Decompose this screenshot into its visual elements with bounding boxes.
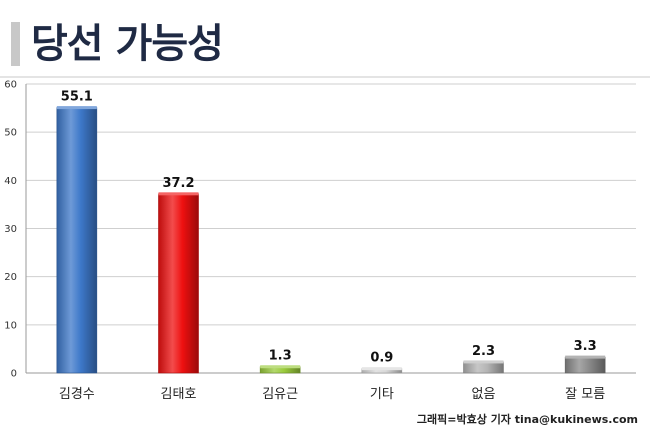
x-tick-label: 김태호 xyxy=(161,387,197,402)
y-tick-label: 10 xyxy=(4,320,17,331)
title-accent-bar xyxy=(11,22,20,66)
y-tick-label: 40 xyxy=(4,176,17,187)
y-tick-label: 20 xyxy=(4,272,17,283)
x-tick-label: 기타 xyxy=(370,387,394,402)
y-tick-label: 60 xyxy=(4,80,17,91)
bar-top-highlight xyxy=(56,106,97,110)
bar-top-highlight xyxy=(158,192,199,196)
y-tick-label: 30 xyxy=(4,224,17,235)
bar xyxy=(56,107,98,374)
bar xyxy=(564,356,606,374)
data-label: 55.1 xyxy=(61,90,93,105)
bar xyxy=(463,361,504,374)
bar xyxy=(158,193,199,374)
data-label: 2.3 xyxy=(472,344,495,359)
y-tick-label: 0 xyxy=(11,369,17,380)
title-block: 당선 가능성 xyxy=(11,16,647,74)
bar-top-highlight xyxy=(463,360,504,364)
bar-top-highlight xyxy=(361,367,402,371)
graphic-credit: 그래픽=박효상 기자 tina@kukinews.com xyxy=(416,413,638,426)
x-tick-label: 김경수 xyxy=(59,387,95,402)
y-tick-label: 50 xyxy=(4,128,17,139)
x-tick-label: 없음 xyxy=(472,387,496,402)
bar-top-highlight xyxy=(260,365,301,369)
page-title: 당선 가능성 xyxy=(31,21,224,67)
data-label: 3.3 xyxy=(574,339,597,354)
data-label: 1.3 xyxy=(269,349,292,364)
bar-top-highlight xyxy=(565,355,606,359)
data-label: 0.9 xyxy=(370,351,393,366)
data-label: 37.2 xyxy=(162,176,194,191)
title-divider xyxy=(0,76,650,78)
x-tick-label: 김유근 xyxy=(262,387,298,402)
x-tick-label: 잘 모름 xyxy=(565,387,605,402)
